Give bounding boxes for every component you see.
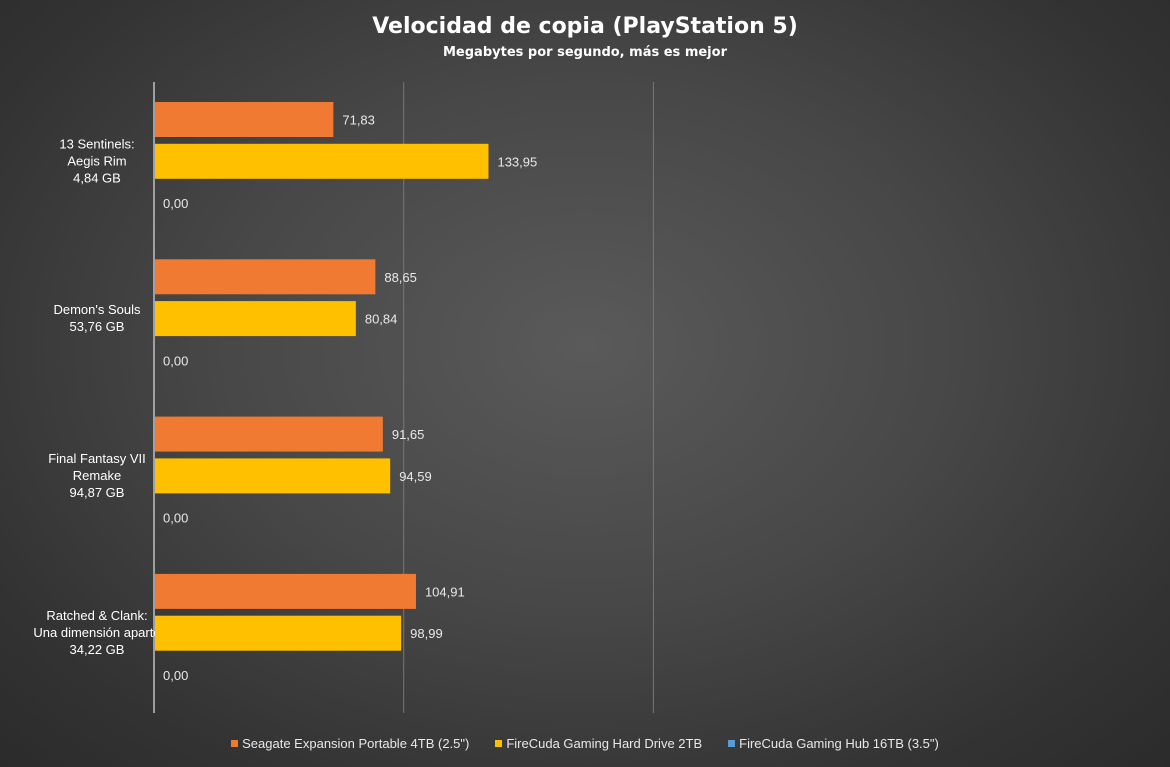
category-label: Ratched & Clank: — [46, 608, 147, 623]
data-label: 0,00 — [163, 196, 188, 211]
legend-label-firecuda-hdd: FireCuda Gaming Hard Drive 2TB — [506, 736, 703, 751]
bar — [155, 458, 391, 494]
legend: Seagate Expansion Portable 4TB (2.5") Fi… — [0, 736, 1170, 751]
data-label: 98,99 — [410, 626, 443, 641]
data-label: 94,59 — [399, 469, 432, 484]
data-label: 0,00 — [163, 511, 188, 526]
legend-item-firecuda-hub: FireCuda Gaming Hub 16TB (3.5") — [728, 736, 939, 751]
chart-subtitle: Megabytes por segundo, más es mejor — [443, 45, 727, 60]
category-label: Aegis Rim — [67, 153, 126, 168]
data-label: 71,83 — [342, 113, 375, 128]
category-label: 53,76 GB — [70, 319, 125, 334]
bar — [155, 259, 376, 295]
bar — [155, 143, 489, 179]
data-label: 133,95 — [497, 154, 537, 169]
legend-swatch-firecuda-hdd — [495, 740, 503, 747]
category-label: 4,84 GB — [73, 170, 121, 185]
bar — [155, 615, 402, 651]
category-label: 13 Sentinels: — [59, 136, 134, 151]
legend-swatch-firecuda-hub — [728, 740, 736, 747]
data-label: 0,00 — [163, 668, 188, 683]
legend-label-seagate: Seagate Expansion Portable 4TB (2.5") — [242, 736, 470, 751]
data-label: 104,91 — [425, 584, 465, 599]
category-label: Remake — [73, 468, 121, 483]
category-label: 34,22 GB — [70, 642, 125, 657]
bar — [155, 301, 356, 337]
legend-item-firecuda-hdd: FireCuda Gaming Hard Drive 2TB — [495, 736, 702, 751]
chart-title: Velocidad de copia (PlayStation 5) — [372, 14, 798, 39]
bar-chart: 13 Sentinels: Aegis Rim 4,84 GB 71,83 133,95… — [33, 82, 654, 713]
legend-swatch-seagate — [231, 740, 239, 747]
data-label: 91,65 — [392, 427, 425, 442]
data-label: 0,00 — [163, 353, 188, 368]
bar — [155, 102, 334, 137]
category-label: Final Fantasy VII — [48, 451, 146, 466]
category-label: Demon's Souls — [53, 302, 141, 317]
category-label: Una dimensión aparte — [33, 625, 160, 640]
data-label: 80,84 — [365, 312, 398, 327]
bar — [155, 416, 383, 452]
legend-item-seagate: Seagate Expansion Portable 4TB (2.5") — [231, 736, 469, 751]
legend-label-firecuda-hub: FireCuda Gaming Hub 16TB (3.5") — [739, 736, 939, 751]
bar — [155, 573, 416, 609]
category-label: 94,87 GB — [70, 485, 125, 500]
data-label: 88,65 — [384, 270, 417, 285]
